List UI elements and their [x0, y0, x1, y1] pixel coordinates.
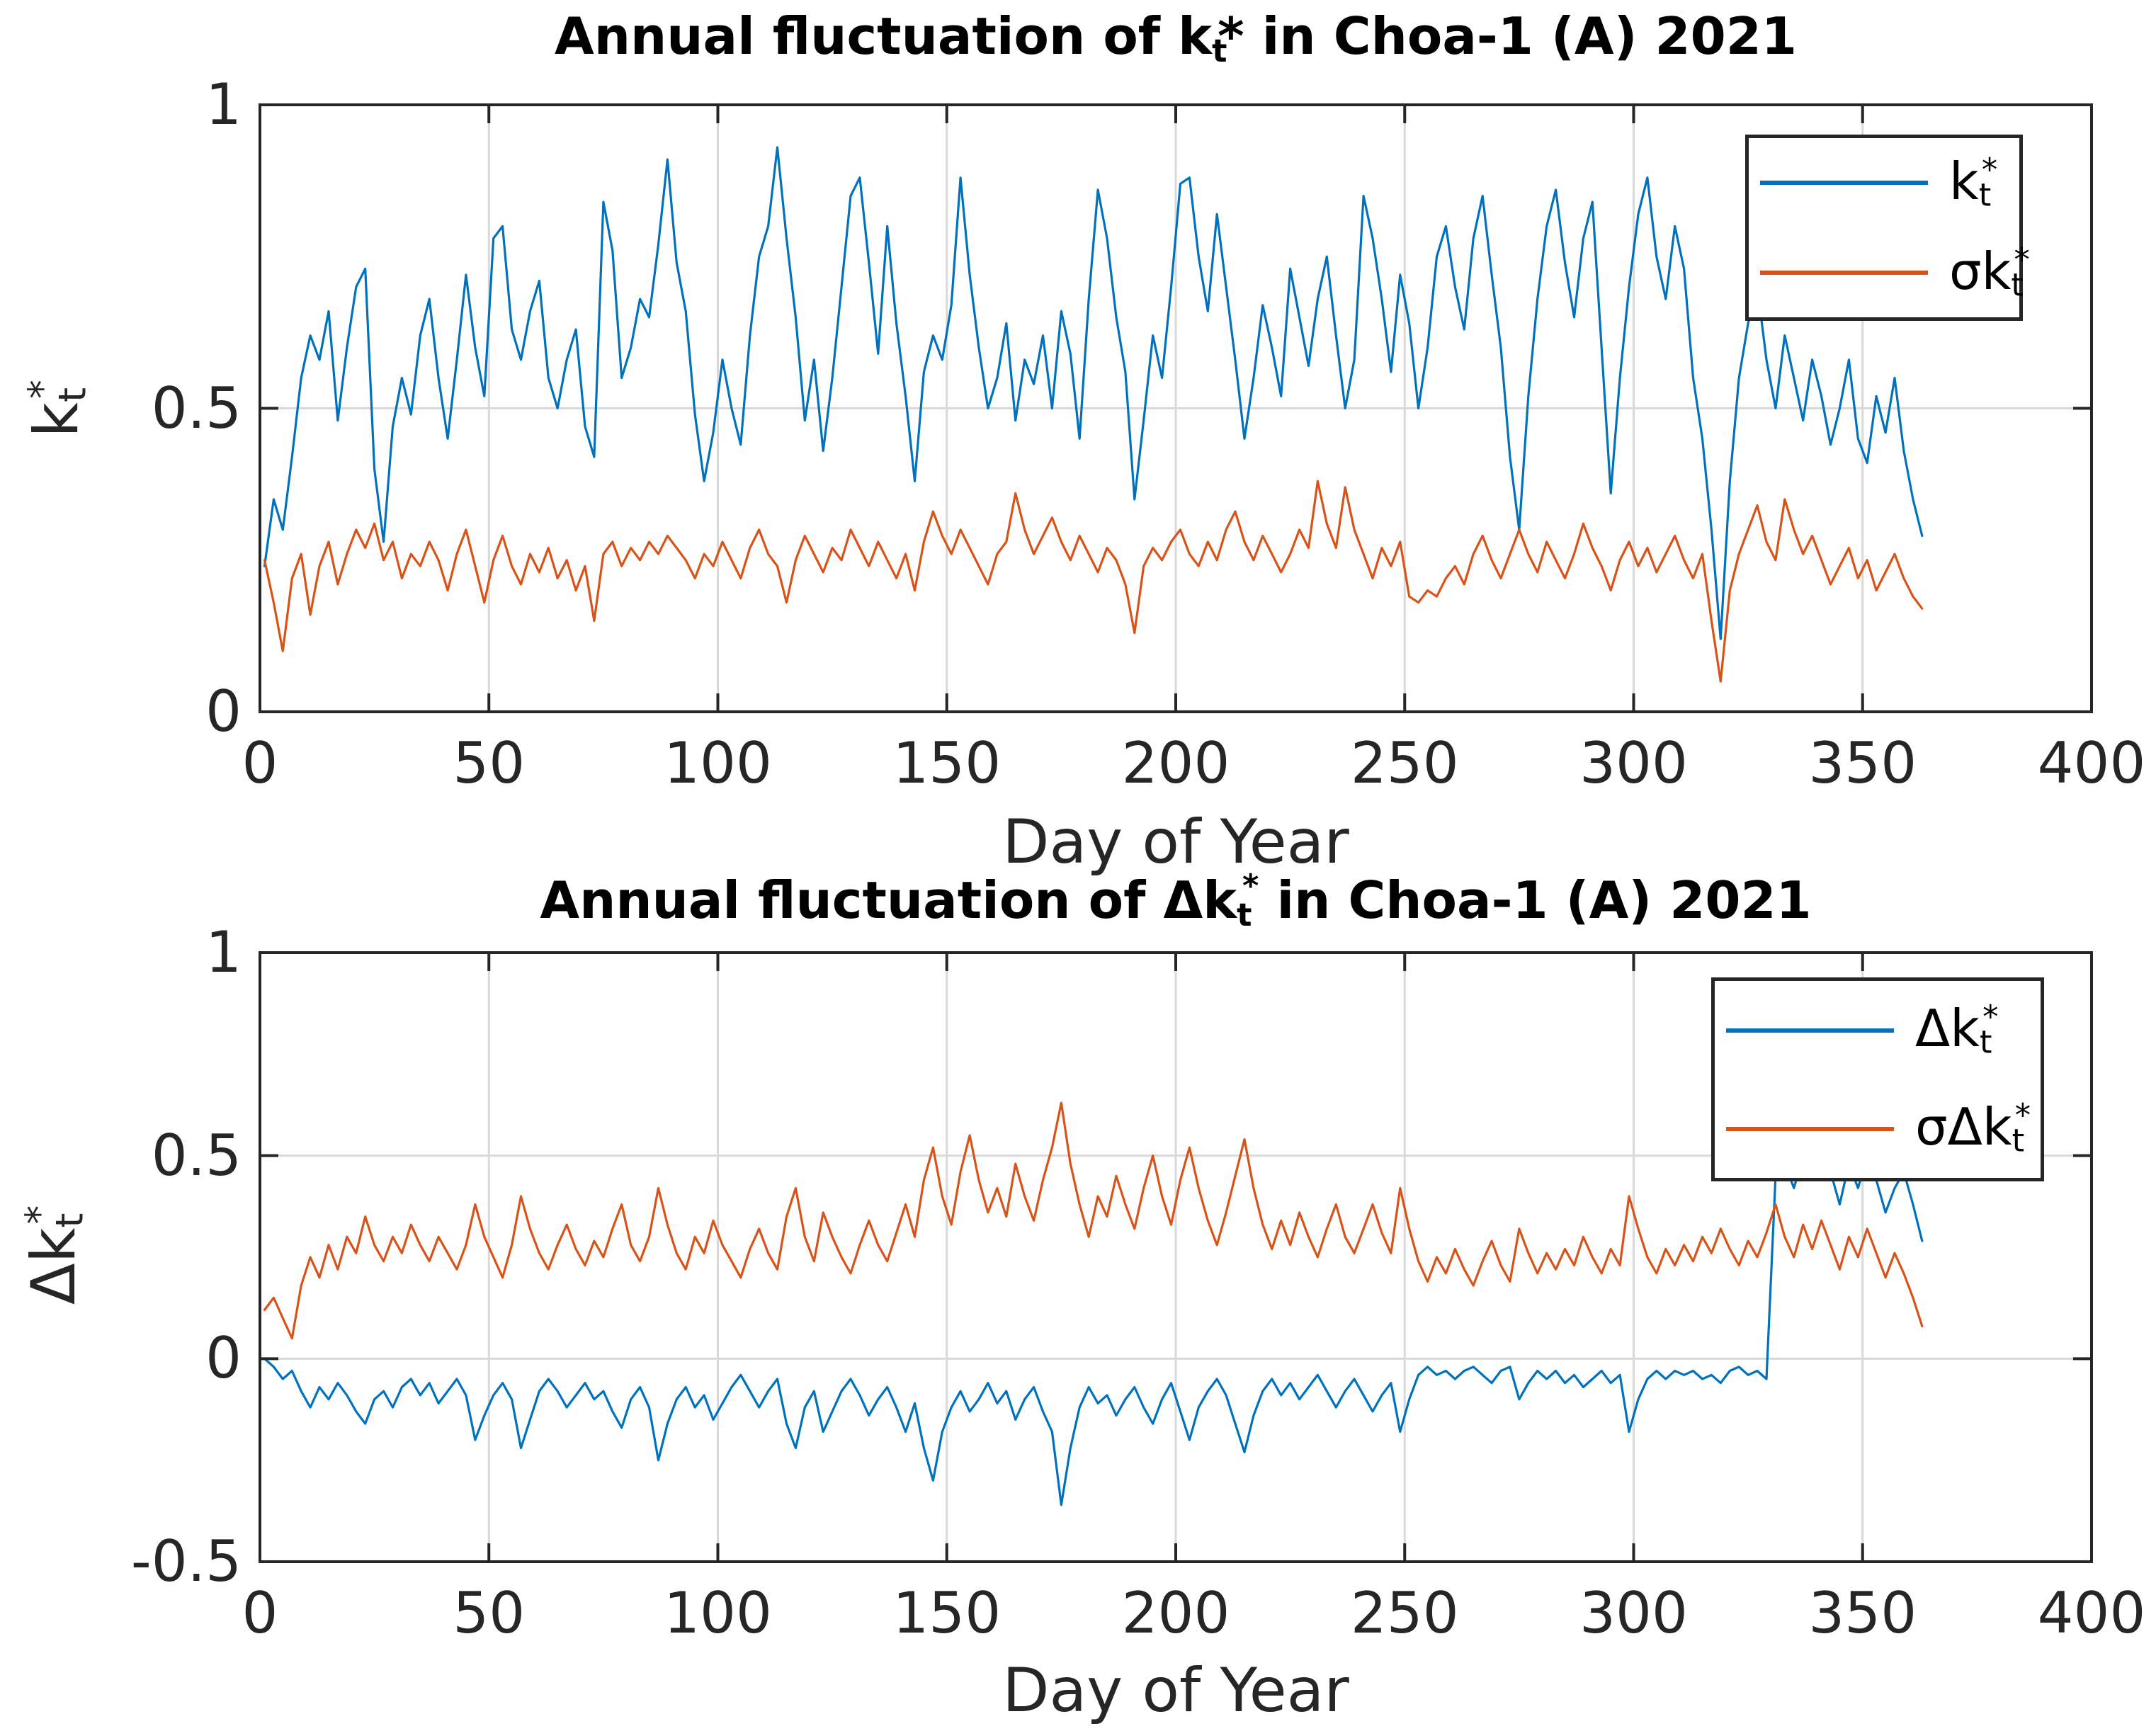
chart2-title-sup: * — [1242, 868, 1259, 904]
x-tick-label: 0 — [242, 1580, 278, 1646]
chart1-legend-label-sigma-k: σkt* — [1949, 244, 2030, 301]
x-tick-label: 300 — [1579, 1580, 1688, 1646]
x-tick-label: 150 — [892, 730, 1002, 796]
chart2-legend-row-sigma-dk: σΔkt* — [1715, 1100, 2041, 1157]
chart2-legend: Δkt* σΔkt* — [1711, 977, 2044, 1181]
legend-k-sub: t — [1978, 176, 1992, 214]
series-line-kt-1-0 — [263, 1146, 1924, 1506]
legend-dk-sup: * — [1982, 999, 1999, 1036]
chart1-title-sub: t — [1212, 33, 1227, 70]
chart2-title-sub: t — [1237, 897, 1252, 934]
chart1-legend-row-sigma-k: σkt* — [1749, 244, 2030, 301]
chart2-title: Annual fluctuation of Δkt* in Choa-1 (A)… — [260, 868, 2092, 933]
chart2-xlabel: Day of Year — [1002, 1655, 1349, 1726]
chart2-ylabel-base: Δk — [18, 1227, 89, 1305]
legend-dk-sub: t — [1979, 1024, 1992, 1062]
x-tick-label: 0 — [242, 730, 278, 796]
legend-sigmak-base: σk — [1949, 241, 2012, 301]
legend-sigmadk-sub: t — [2012, 1123, 2025, 1160]
chart1-legend-line-orange — [1760, 270, 1928, 275]
chart1-legend-label-k: kt* — [1949, 154, 1997, 211]
chart1-title-post: * in Choa-1 (A) 2021 — [1218, 6, 1797, 66]
chart2-title-post: in Choa-1 (A) 2021 — [1259, 870, 1812, 930]
chart1-legend-row-k: kt* — [1749, 154, 2019, 211]
legend-k-base: k — [1949, 151, 1979, 211]
x-tick-label: 50 — [453, 730, 526, 796]
x-tick-label: 100 — [664, 730, 772, 796]
x-tick-label: 350 — [1808, 1580, 1917, 1646]
y-tick-label: 0 — [205, 679, 242, 744]
chart1-xlabel: Day of Year — [1002, 807, 1349, 878]
legend-sigmak-sup: * — [2014, 241, 2030, 278]
x-tick-label: 350 — [1808, 730, 1917, 796]
chart1-title-pre: Annual fluctuation of k — [555, 6, 1213, 66]
chart1-title: Annual fluctuation of kt* in Choa-1 (A) … — [260, 4, 2092, 69]
y-tick-label: 1 — [205, 919, 242, 985]
series-line-kt-1-1 — [263, 1101, 1924, 1340]
legend-k-sup: * — [1981, 152, 1998, 189]
x-tick-label: 50 — [453, 1580, 526, 1646]
x-tick-label: 200 — [1121, 730, 1230, 796]
chart2-legend-label-dk: Δkt* — [1915, 1001, 1998, 1058]
chart2-legend-line-blue — [1726, 1028, 1894, 1033]
chart1-legend: kt* σkt* — [1745, 135, 2030, 321]
chart2-legend-label-sigma-dk: σΔkt* — [1915, 1100, 2031, 1157]
x-tick-label: 400 — [2037, 730, 2146, 796]
x-tick-label: 300 — [1579, 730, 1688, 796]
chart2-ylabel-sup: * — [18, 1205, 62, 1225]
legend-sigmak-sub: t — [2011, 266, 2024, 304]
x-tick-label: 100 — [664, 1580, 772, 1646]
y-tick-label: 0.5 — [151, 375, 242, 441]
x-tick-label: 200 — [1121, 1580, 1230, 1646]
x-tick-label: 250 — [1350, 1580, 1459, 1646]
chart1-legend-line-blue — [1760, 181, 1928, 186]
series-line-kt-0-0 — [263, 146, 1924, 640]
y-tick-label: 1 — [205, 72, 242, 137]
y-tick-label: -0.5 — [130, 1528, 242, 1594]
chart2-legend-line-orange — [1726, 1126, 1894, 1131]
y-tick-label: 0.5 — [151, 1122, 242, 1188]
chart2-legend-row-dk: Δkt* — [1715, 1001, 2041, 1058]
legend-sigmadk-base: σΔk — [1915, 1097, 2012, 1157]
series-line-kt-0-1 — [263, 479, 1924, 683]
legend-sigmadk-sup: * — [2014, 1097, 2031, 1135]
x-tick-label: 400 — [2037, 1580, 2146, 1646]
legend-dk-base: Δk — [1915, 999, 1980, 1059]
chart2-title-pre: Annual fluctuation of Δk — [540, 870, 1237, 930]
x-tick-label: 250 — [1350, 730, 1459, 796]
y-tick-label: 0 — [205, 1325, 242, 1392]
chart2-ylabel: Δkt* — [18, 1205, 92, 1305]
x-tick-label: 150 — [892, 1580, 1002, 1646]
